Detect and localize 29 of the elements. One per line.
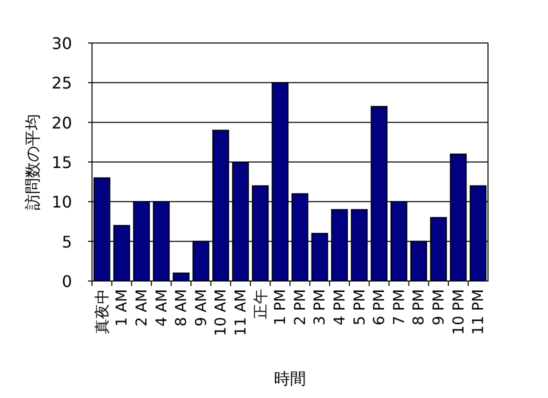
- y-tick-label: 20: [52, 113, 72, 132]
- x-tick-label: 2 PM: [290, 289, 309, 326]
- x-tick-label: 7 PM: [390, 289, 408, 326]
- y-axis-title: 訪問数の平均: [23, 114, 42, 210]
- x-tick-label: 8 AM: [172, 289, 190, 327]
- x-tick-label: 1 PM: [271, 289, 290, 326]
- x-tick-label: 6 PM: [370, 289, 388, 326]
- x-tick-label: 9 AM: [192, 289, 210, 327]
- x-tick-label: 真夜中: [92, 289, 111, 334]
- x-tick-label: 11 PM: [469, 289, 488, 335]
- y-tick-label: 0: [62, 272, 72, 291]
- y-tick-label: 15: [52, 153, 72, 172]
- x-tick-label: 10 PM: [449, 289, 468, 335]
- y-tick-label: 25: [52, 74, 72, 93]
- x-tick-label: 4 PM: [330, 289, 348, 326]
- x-tick-label: 4 AM: [152, 289, 170, 327]
- x-tick-label: 2 AM: [132, 289, 150, 327]
- x-tick-label: 10 AM: [212, 289, 230, 336]
- y-tick-label: 10: [52, 192, 72, 212]
- x-tick-label: 11 AM: [232, 289, 250, 336]
- y-tick-label: 30: [52, 34, 72, 53]
- x-tick-label: 正午: [251, 289, 270, 319]
- x-tick-label: 5 PM: [350, 289, 368, 326]
- x-tick-label: 9 PM: [430, 289, 448, 326]
- x-tick-label: 8 PM: [410, 289, 428, 326]
- x-axis-title: 時間: [274, 369, 306, 388]
- x-tick-label: 1 AM: [112, 289, 131, 327]
- x-tick-label: 3 PM: [310, 289, 329, 326]
- y-tick-label: 5: [62, 232, 72, 252]
